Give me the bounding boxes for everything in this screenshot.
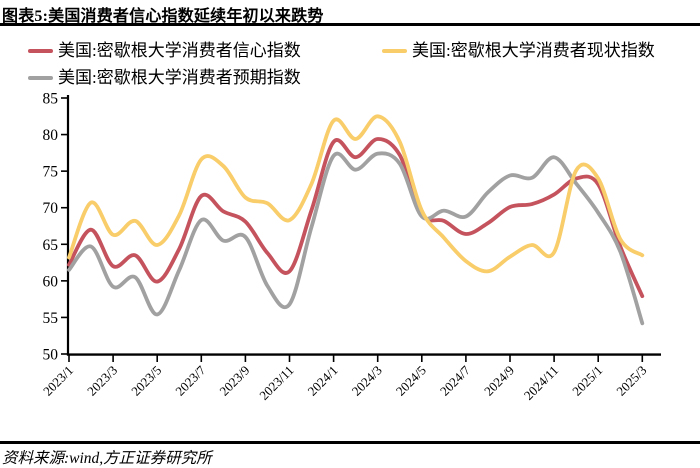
y-axis-tick-label: 60 <box>43 273 59 290</box>
x-axis-tick-label: 2023/3 <box>84 363 120 399</box>
legend-item-sentiment-index: 美国:密歇根大学消费者信心指数 <box>28 42 301 60</box>
y-axis-tick-label: 75 <box>43 164 59 181</box>
x-axis-tick-label: 2023/5 <box>128 363 164 399</box>
x-axis-tick-label: 2025/1 <box>569 363 605 399</box>
title-divider <box>0 23 700 26</box>
source-note: 资料来源:wind,方正证券研究所 <box>2 450 212 467</box>
y-axis-tick-label: 65 <box>43 237 59 254</box>
y-axis-tick-label: 70 <box>43 200 59 217</box>
legend-swatch-red-line-icon <box>28 49 53 53</box>
x-axis-tick-label: 2024/1 <box>305 363 341 399</box>
x-axis-tick-label: 2024/7 <box>437 362 473 398</box>
legend-label-expectations-index: 美国:密歇根大学消费者预期指数 <box>58 68 301 87</box>
series-line-1 <box>67 114 645 274</box>
x-axis-tick-label: 2025/3 <box>613 363 649 399</box>
legend-item-expectations-index: 美国:密歇根大学消费者预期指数 <box>28 69 301 87</box>
series-line-2 <box>67 151 645 326</box>
x-axis-tick-label: 2024/3 <box>349 363 385 399</box>
legend-item-current-conditions-index: 美国:密歇根大学消费者现状指数 <box>382 42 655 60</box>
x-axis-tick-label: 2023/7 <box>172 362 208 398</box>
consumer-confidence-line-chart: 50 55 60 65 70 75 80 85 2023/1 2023/3 2023/5 2023/7… <box>40 91 661 403</box>
series-line-0 <box>67 137 645 299</box>
x-axis-tick-label: 2023/11 <box>256 363 296 403</box>
y-axis-tick-label: 55 <box>43 310 59 327</box>
x-axis-tick-label: 2024/11 <box>521 363 561 403</box>
x-axis-tick-label: 2023/9 <box>216 363 252 399</box>
footer-divider <box>0 441 700 444</box>
y-axis-tick-label: 50 <box>43 347 59 364</box>
x-axis-tick-label: 2024/5 <box>393 363 429 399</box>
figure-title: 图表5:美国消费者信心指数延续年初以来跌势 <box>2 8 324 25</box>
legend-label-sentiment-index: 美国:密歇根大学消费者信心指数 <box>58 41 301 60</box>
y-axis-tick-label: 80 <box>43 127 59 144</box>
legend-swatch-gray-line-icon <box>28 76 53 80</box>
y-axis-tick-label: 85 <box>43 91 59 108</box>
legend-label-current-conditions-index: 美国:密歇根大学消费者现状指数 <box>412 41 655 60</box>
x-axis-tick-label: 2023/1 <box>40 363 76 399</box>
legend-swatch-yellow-line-icon <box>382 49 407 53</box>
x-axis-tick-label: 2024/9 <box>481 363 517 399</box>
